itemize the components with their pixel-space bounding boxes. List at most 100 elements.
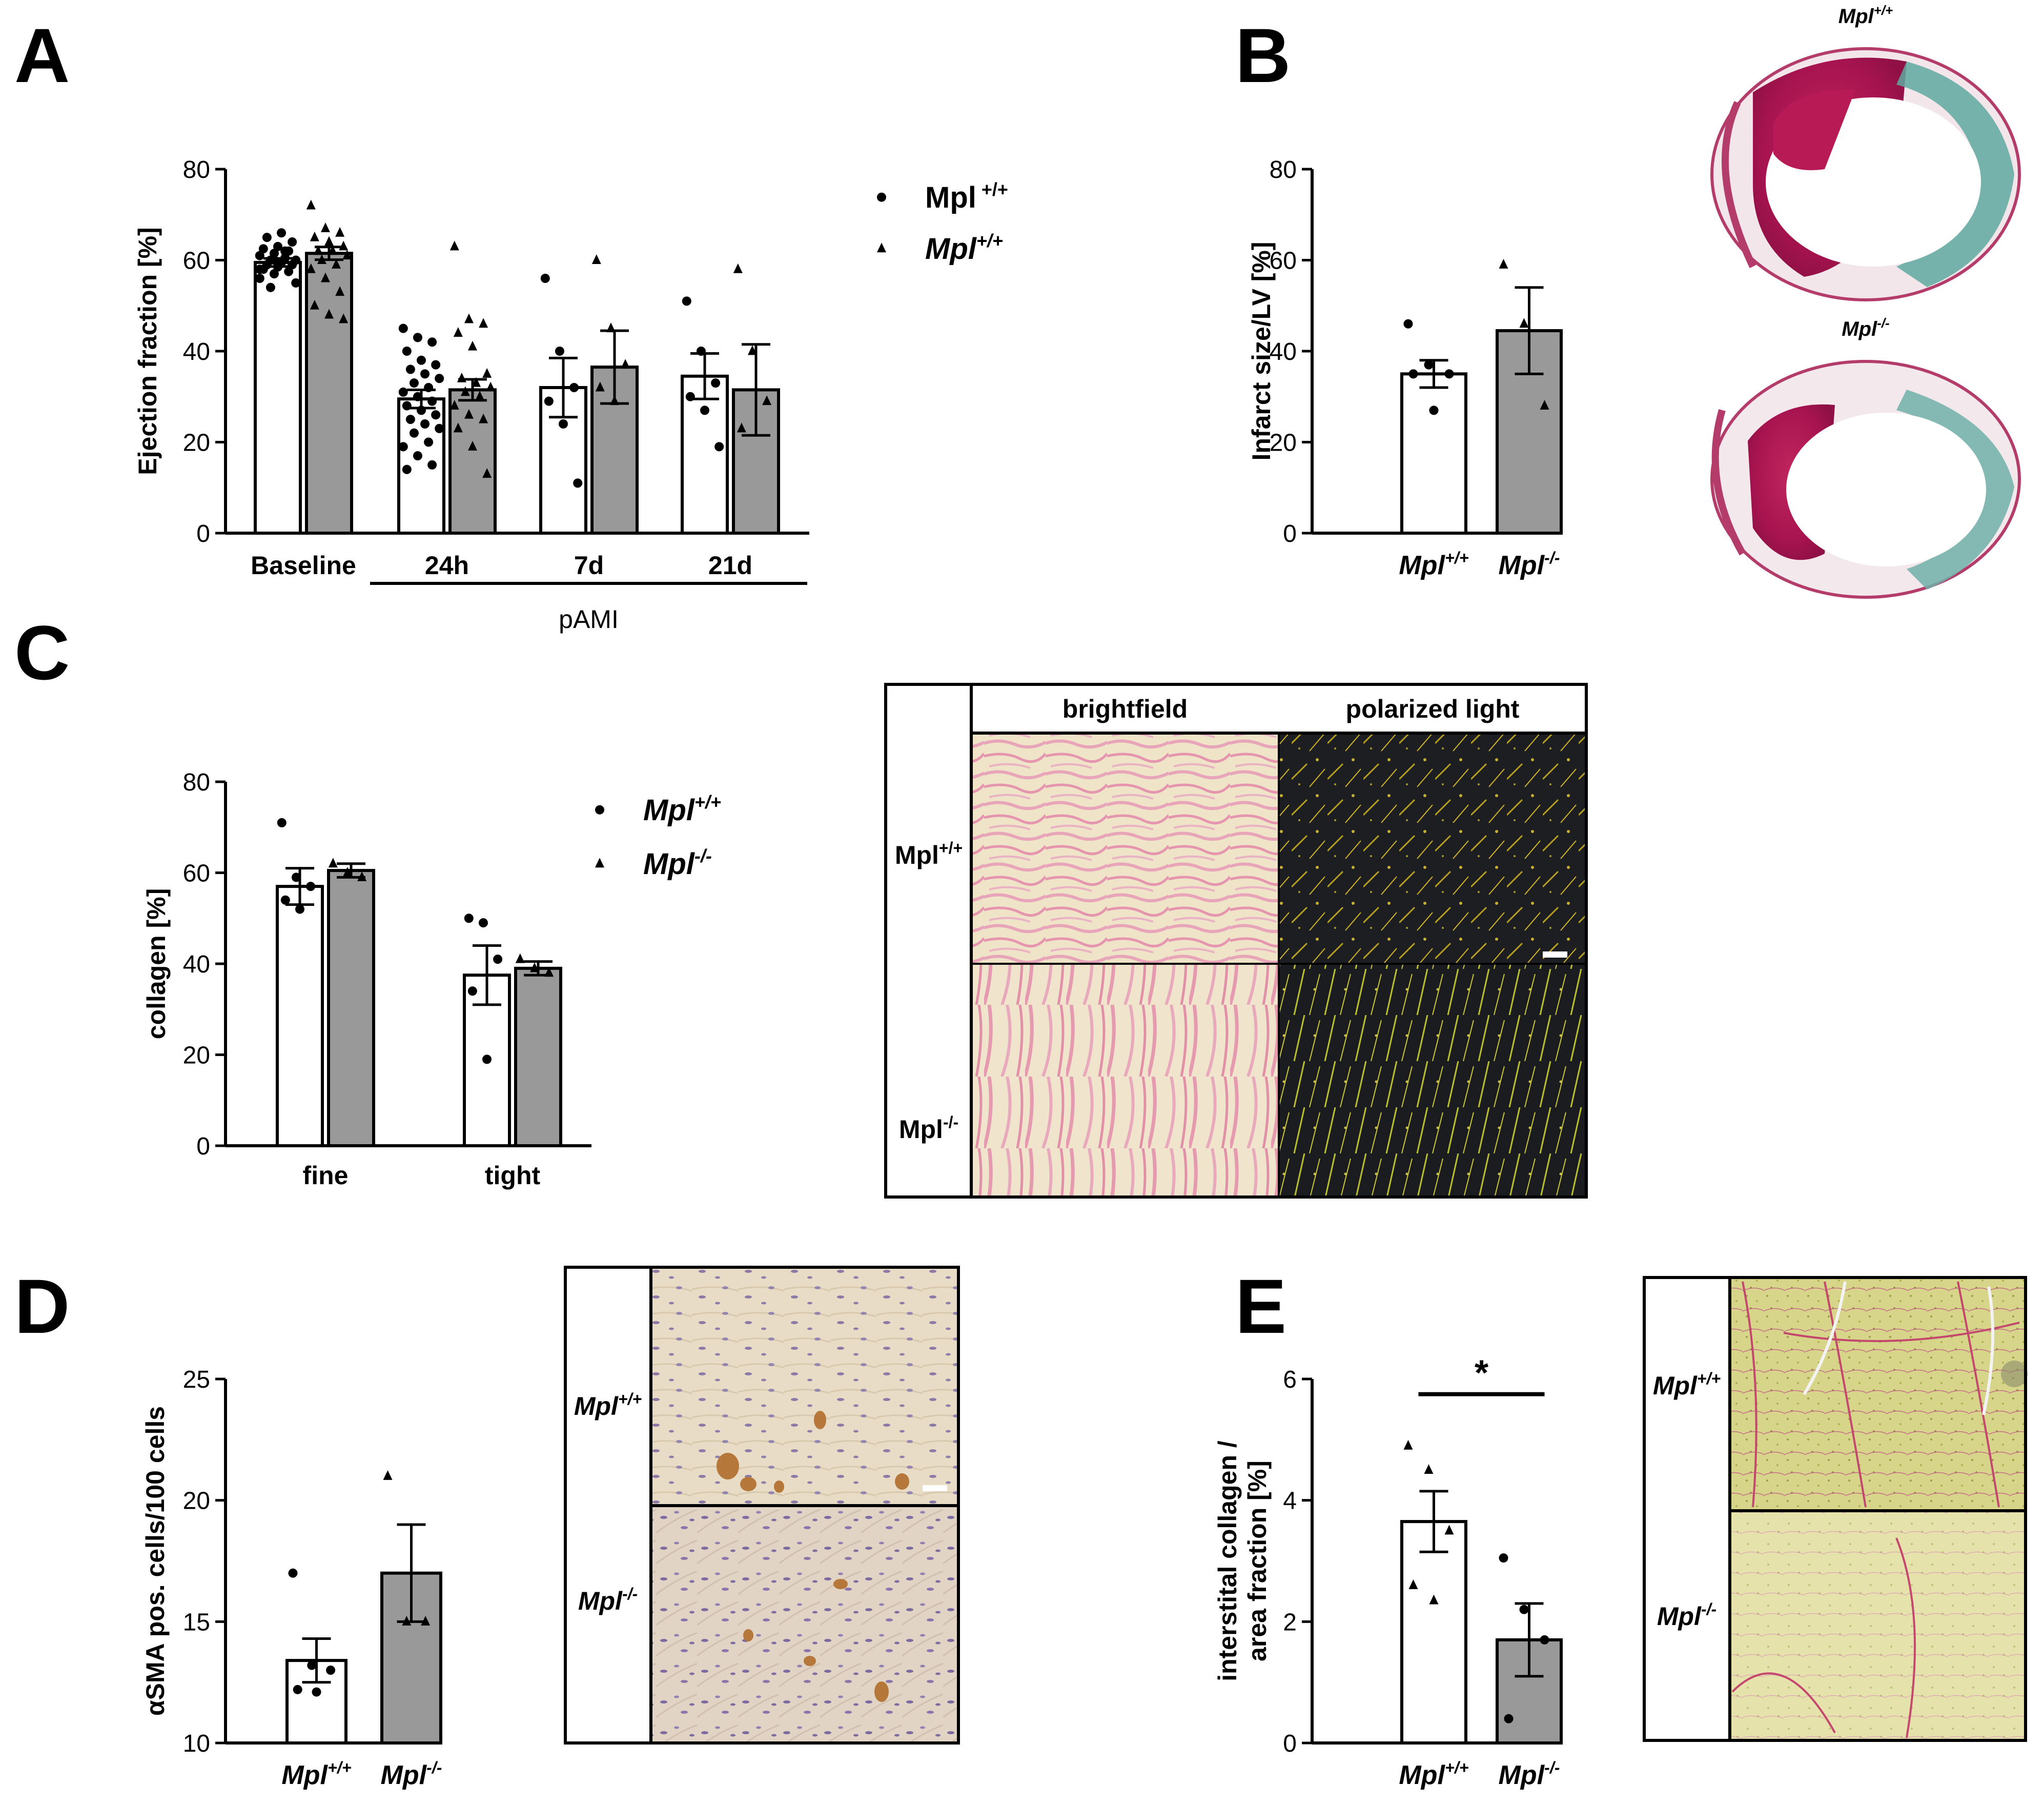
- data-point: [1424, 360, 1434, 370]
- data-point: [339, 240, 349, 251]
- micrograph-grid-d: Mpl+/+ Mpl-/-: [564, 1266, 960, 1745]
- y-tick-label: 2: [1283, 1609, 1297, 1636]
- data-point: [427, 337, 437, 347]
- data-point: [417, 405, 426, 415]
- data-point: [255, 274, 264, 283]
- data-point: [306, 882, 316, 891]
- category-label: tight: [485, 1161, 541, 1190]
- data-point: [398, 387, 408, 397]
- category-label: Mpl+/+: [1399, 1758, 1468, 1790]
- data-point: [468, 340, 477, 351]
- data-point: [472, 377, 481, 387]
- data-point: [424, 383, 434, 392]
- y-tick-label: 10: [183, 1730, 210, 1757]
- data-point: [1540, 1635, 1549, 1645]
- y-tick-label: 40: [1270, 338, 1297, 366]
- bar: [1400, 1520, 1467, 1745]
- data-point: [417, 355, 426, 365]
- category-label: Baseline: [251, 551, 356, 580]
- data-point: [1499, 259, 1508, 269]
- data-point: [457, 372, 466, 382]
- data-point: [544, 396, 554, 406]
- data-point: [1403, 1439, 1413, 1450]
- data-point: [1429, 405, 1439, 415]
- data-point: [402, 464, 412, 474]
- legend-label: Mpl +/+: [925, 179, 1008, 214]
- data-point: [265, 282, 275, 292]
- data-point: [1408, 1579, 1418, 1589]
- data-point: [460, 386, 470, 396]
- data-point: [421, 1615, 431, 1626]
- data-point: [402, 1615, 412, 1626]
- data-point: [482, 468, 492, 478]
- data-point: [464, 409, 474, 419]
- chart-c-collagen: 0 20 40 60 80 collagen [%] fine tight: [142, 769, 591, 1190]
- data-point: [342, 250, 352, 260]
- legend-marker: [595, 858, 604, 868]
- data-point: [475, 391, 485, 401]
- chart-e-interstitial-collagen: 0 2 4 6 interstital collagen / area fraction …: [1213, 1353, 1563, 1790]
- data-point: [326, 1666, 336, 1675]
- data-point: [409, 378, 419, 388]
- row-label-d-wt: Mpl+/+: [574, 1390, 642, 1421]
- data-point: [262, 233, 272, 242]
- y-tick-label: 20: [183, 1042, 210, 1069]
- category-label: Mpl-/-: [1499, 549, 1560, 580]
- data-point: [342, 867, 352, 877]
- data-point: [468, 441, 477, 451]
- category-label: Mpl-/-: [381, 1758, 442, 1790]
- y-tick-label: 0: [196, 1133, 210, 1160]
- data-point: [339, 313, 349, 323]
- significance-star: *: [1475, 1353, 1489, 1393]
- data-point: [559, 419, 568, 429]
- data-point: [269, 269, 279, 279]
- y-tick-label: 20: [1270, 430, 1297, 457]
- data-point: [280, 246, 290, 256]
- data-point: [258, 244, 268, 254]
- y-tick-label: 0: [1283, 1730, 1297, 1757]
- data-point: [464, 313, 474, 323]
- group-label: pAMI: [559, 605, 619, 634]
- heart-label-top: Mpl+/+: [1838, 3, 1893, 28]
- row-label-d-ko: Mpl-/-: [578, 1585, 638, 1615]
- data-point: [280, 895, 290, 905]
- panel-letter-d: D: [14, 1263, 70, 1349]
- y-tick-label: 4: [1283, 1488, 1297, 1515]
- data-point: [405, 364, 415, 374]
- legend-c: Mpl+/+ Mpl-/-: [595, 792, 721, 881]
- data-point: [610, 395, 619, 405]
- y-tick-label: 25: [183, 1366, 210, 1393]
- y-axis-label: Ejection fraction [%]: [133, 227, 162, 475]
- data-point: [737, 422, 746, 433]
- micrograph-grid-c: brightfield polarized light Mpl+/+ Mpl-/…: [884, 683, 1588, 1199]
- data-point: [431, 360, 441, 370]
- data-point: [482, 1054, 492, 1064]
- micrograph-grid-e: Mpl+/+ Mpl-/-: [1643, 1276, 2028, 1742]
- data-point: [435, 423, 444, 433]
- data-point: [1444, 369, 1454, 379]
- data-point: [402, 347, 412, 356]
- row-label-c-ko: Mpl-/-: [899, 1113, 958, 1144]
- data-point: [464, 914, 474, 923]
- data-point: [310, 231, 319, 241]
- category-label: Mpl+/+: [281, 1758, 351, 1790]
- bar: [276, 885, 324, 1147]
- y-tick-label: 60: [183, 860, 210, 887]
- data-point: [479, 413, 488, 423]
- y-axis-label: αSMA pos. cells/100 cells: [141, 1406, 170, 1716]
- data-point: [435, 374, 444, 383]
- data-point: [569, 383, 579, 392]
- data-point: [324, 309, 334, 319]
- data-point: [255, 265, 264, 274]
- category-label: Mpl+/+: [1399, 549, 1468, 580]
- category-label: 7d: [574, 551, 604, 580]
- category-label: Mpl-/-: [1499, 1758, 1560, 1790]
- data-point: [332, 259, 341, 269]
- data-point: [291, 255, 301, 265]
- data-point: [288, 1568, 298, 1578]
- data-point: [453, 327, 463, 337]
- data-point: [335, 286, 345, 296]
- data-point: [621, 359, 630, 369]
- data-point: [255, 251, 264, 260]
- data-point: [284, 267, 294, 276]
